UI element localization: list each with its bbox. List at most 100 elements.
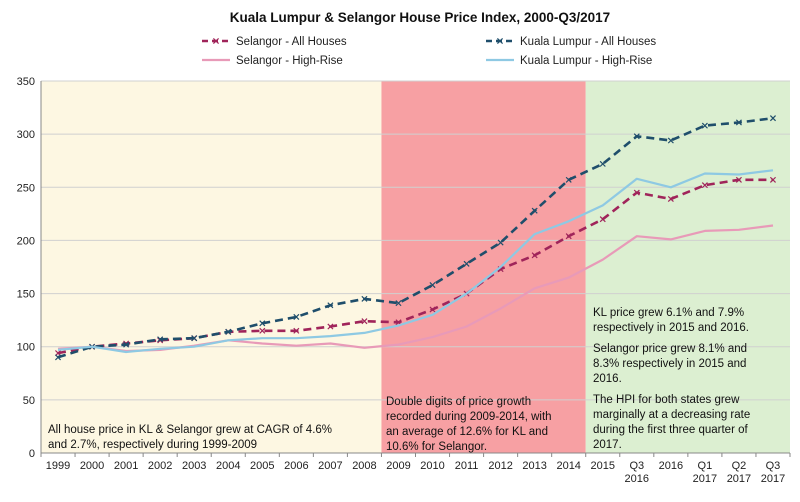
annotation-period3c-line: during the first three quarter of	[593, 424, 748, 436]
x-tick-label: 2014	[556, 460, 580, 472]
legend-label-1: Selangor - All Houses	[236, 36, 347, 48]
data-point-marker	[633, 133, 640, 140]
annotation-period3a-line: KL price grew 6.1% and 7.9%	[593, 307, 744, 319]
annotation-period3c: The HPI for both states grew marginally a…	[593, 394, 750, 451]
data-point-marker	[54, 354, 62, 361]
shaded-region-2	[381, 81, 586, 453]
annotation-period3b-line: 2016.	[593, 373, 622, 385]
data-point-marker	[599, 216, 606, 223]
annotation-period2: Double digits of price growth recorded du…	[386, 396, 552, 453]
data-point-marker	[191, 335, 198, 342]
chart-title: Kuala Lumpur & Selangor House Price Inde…	[230, 10, 610, 25]
annotation-period2-line: Double digits of price growth	[386, 396, 531, 408]
data-point-marker	[769, 115, 777, 122]
data-point-marker	[633, 189, 640, 196]
annotation-period3b-line: 8.3% respectively in 2015 and	[593, 358, 746, 370]
series-line-3	[57, 116, 774, 359]
x-tick-label-line: 2017	[727, 473, 751, 485]
x-tick-label-line: Q3	[629, 460, 644, 472]
x-tick-label: 2001	[114, 460, 138, 472]
x-tick-label-line: 1999	[46, 460, 70, 472]
data-point-marker	[599, 160, 606, 167]
x-tick-label: 2015	[591, 460, 615, 472]
data-point-marker	[701, 122, 708, 129]
x-tick-label: 2008	[352, 460, 376, 472]
x-tick-label-line: 2016	[625, 473, 649, 485]
x-tick-label-line: 2016	[659, 460, 683, 472]
x-tick-label-line: 2008	[352, 460, 376, 472]
data-point-marker	[157, 336, 164, 343]
data-point-marker	[123, 341, 130, 348]
y-tick-label-150: 150	[17, 289, 35, 301]
x-tick-label-line: 2014	[556, 460, 580, 472]
annotation-period3a-line: respectively in 2015 and 2016.	[593, 322, 749, 334]
x-tick-label-line: 2005	[250, 460, 274, 472]
annotation-period1: All house price in KL & Selangor grew at…	[48, 424, 332, 451]
x-tick-label-line: 2012	[488, 460, 512, 472]
x-tick-label: 2002	[148, 460, 172, 472]
x-tick-label-line: 2013	[522, 460, 546, 472]
x-tick-label-line: 2003	[182, 460, 206, 472]
data-point-marker	[531, 207, 538, 214]
data-point-marker	[293, 313, 300, 320]
x-tick-label-line: 2011	[455, 460, 479, 472]
x-tick-label: 2009	[386, 460, 410, 472]
annotation-period2-line: an average of 12.6% for KL and	[386, 426, 548, 438]
x-tick-label-line: 2017	[693, 473, 717, 485]
x-tick-label-line: 2004	[216, 460, 240, 472]
annotation-period1-line: and 2.7%, respectively during 1999-2009	[48, 439, 257, 451]
x-tick-label-line: 2000	[80, 460, 104, 472]
data-point-marker	[667, 195, 674, 203]
annotation-period2-line: recorded during 2009-2014, with	[386, 411, 552, 423]
data-point-marker	[565, 233, 572, 240]
annotation-period3c-line: The HPI for both states grew	[593, 394, 740, 406]
x-tick-label: 2006	[284, 460, 308, 472]
x-tick-label: Q2 2017	[727, 460, 751, 485]
data-point-marker	[293, 327, 300, 334]
y-tick-label-0: 0	[29, 448, 35, 460]
x-tick-label-line: 2010	[420, 460, 444, 472]
x-tick-label: 2010	[420, 460, 444, 472]
data-point-marker	[259, 320, 266, 327]
x-tick-label-line: 2002	[148, 460, 172, 472]
data-point-marker	[531, 252, 538, 259]
x-tick-label: Q3 2017	[761, 460, 785, 485]
data-point-marker	[259, 327, 266, 334]
x-tick-label-line: 2006	[284, 460, 308, 472]
data-point-marker	[429, 306, 436, 313]
data-point-marker	[463, 260, 470, 267]
legend-label-4: Kuala Lumpur - High-Rise	[520, 55, 652, 67]
annotation-period3b: Selangor price grew 8.1% and 8.3% respect…	[593, 343, 747, 385]
data-point-marker	[361, 318, 368, 325]
x-tick-label-line: 2017	[761, 473, 785, 485]
y-tick-label-250: 250	[17, 182, 35, 194]
annotation-period3c-line: marginally at a decreasing rate	[593, 409, 750, 421]
x-tick-label: Q3 2016	[625, 460, 649, 485]
x-tick-label: 2004	[216, 460, 240, 472]
x-tick-label: 2016	[659, 460, 683, 472]
data-point-marker	[769, 176, 777, 183]
x-tick-label: 2013	[522, 460, 546, 472]
legend-marker	[212, 37, 220, 45]
x-tick-label: 2000	[80, 460, 104, 472]
annotation-period1-line: All house price in KL & Selangor grew at…	[48, 424, 332, 436]
x-tick-label-line: Q3	[766, 460, 781, 472]
x-tick-label-line: 2009	[386, 460, 410, 472]
series-line-4	[57, 169, 774, 354]
x-tick-label-line: 2015	[591, 460, 615, 472]
data-point-marker	[667, 137, 674, 144]
shaded-regions	[41, 81, 790, 453]
data-point-marker	[701, 182, 708, 189]
legend-marker	[496, 37, 504, 45]
y-tick-label-350: 350	[17, 76, 35, 88]
data-point-marker	[429, 282, 436, 289]
y-tick-label-50: 50	[23, 395, 35, 407]
data-point-marker	[327, 302, 334, 309]
annotation-period3a: KL price grew 6.1% and 7.9% respectively …	[593, 307, 749, 334]
y-tick-label-100: 100	[17, 342, 35, 354]
data-point-marker	[327, 323, 334, 330]
data-point-marker	[225, 328, 232, 335]
legend-label-2: Selangor - High-Rise	[236, 55, 343, 67]
data-point-marker	[735, 176, 742, 183]
